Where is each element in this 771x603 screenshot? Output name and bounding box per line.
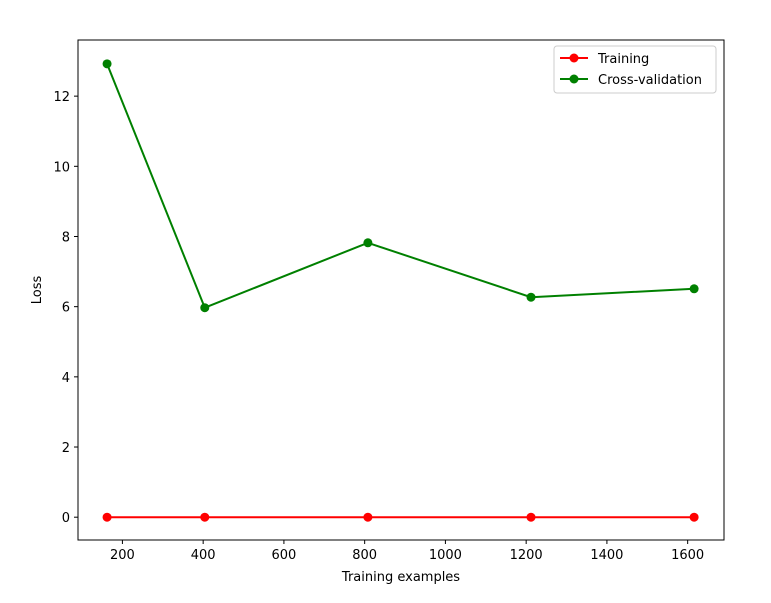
- legend-item-training: Training: [560, 52, 649, 67]
- legend-marker-training: [569, 53, 579, 63]
- y-tick-label: 8: [62, 230, 70, 245]
- x-tick-label: 1000: [429, 548, 462, 563]
- x-tick-label: 200: [110, 548, 135, 563]
- x-tick-label: 600: [271, 548, 296, 563]
- cross-validation-point: [200, 303, 210, 313]
- y-axis-title: Loss: [30, 276, 45, 305]
- y-tick-label: 4: [62, 371, 70, 386]
- cross-validation-point: [689, 284, 699, 294]
- x-tick-label: 1600: [671, 548, 704, 563]
- training-point: [363, 512, 373, 522]
- x-tick-label: 800: [352, 548, 377, 563]
- plot-frame: [77, 39, 725, 541]
- y-tick-label: 6: [62, 301, 70, 316]
- y-axis: 0 2 4 6 8 10 12: [53, 90, 78, 526]
- y-tick-label: 10: [53, 160, 70, 175]
- y-tick-label: 0: [62, 511, 70, 526]
- x-tick-label: 400: [191, 548, 216, 563]
- training-point: [526, 512, 536, 522]
- cross-validation-point: [363, 238, 373, 248]
- legend-marker-cross-validation: [569, 74, 579, 84]
- legend: Training Cross-validation: [553, 45, 717, 94]
- training-point: [689, 512, 699, 522]
- y-tick-label: 2: [62, 441, 70, 456]
- series-cross-validation: [102, 59, 699, 313]
- y-tick-label: 12: [53, 90, 70, 105]
- legend-label-cross-validation: Cross-validation: [598, 73, 702, 88]
- series-layer: [102, 59, 699, 522]
- training-point: [200, 512, 210, 522]
- x-axis: 200 400 600 800 1000 1200 1400 1600: [110, 540, 704, 563]
- cross-validation-point: [526, 292, 536, 302]
- legend-item-cross-validation: Cross-validation: [560, 73, 702, 88]
- legend-label-training: Training: [597, 52, 649, 67]
- series-training: [102, 512, 699, 522]
- legend-box: [553, 45, 717, 94]
- x-axis-title: Training examples: [341, 570, 460, 585]
- training-point: [102, 512, 112, 522]
- x-tick-label: 1400: [590, 548, 623, 563]
- cross-validation-point: [102, 59, 112, 69]
- x-tick-label: 1200: [510, 548, 543, 563]
